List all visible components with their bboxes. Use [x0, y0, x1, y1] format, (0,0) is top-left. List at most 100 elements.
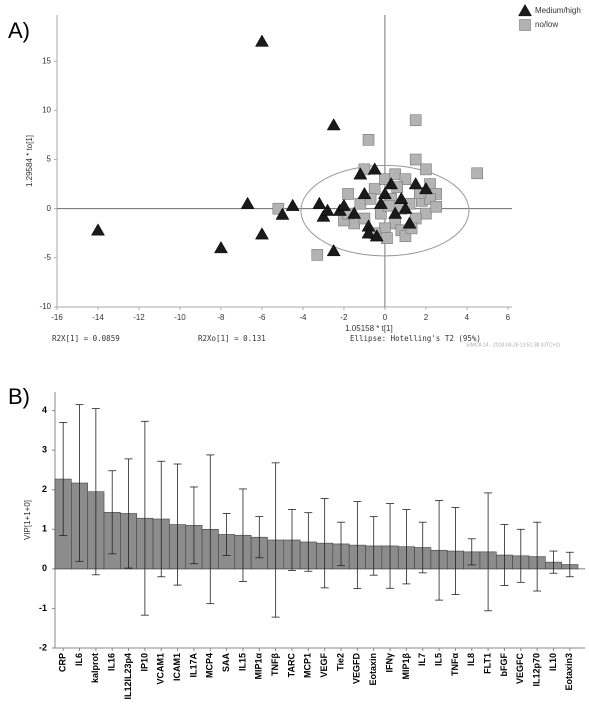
- triangle-point: [357, 186, 372, 200]
- square-point: [420, 163, 432, 176]
- square-point: [471, 167, 483, 180]
- y-tick-label: 4: [42, 405, 47, 415]
- x-tick-label: -4: [299, 313, 307, 322]
- x-tick-label: Eotaxin: [368, 653, 378, 686]
- x-tick-label: TARC: [286, 652, 296, 677]
- square-point: [409, 153, 422, 166]
- x-tick-label: VEGFC: [515, 653, 525, 685]
- error-bar: [500, 524, 509, 586]
- y-tick-label: 15: [42, 56, 51, 65]
- annotation: Ellipse: Hotelling's T2 (95%): [350, 334, 481, 343]
- x-tick-label: VEGFD: [352, 653, 362, 685]
- triangle-point: [326, 243, 341, 257]
- triangle-point: [518, 3, 532, 17]
- y-tick-label: 3: [42, 445, 47, 455]
- triangle-point: [388, 206, 403, 219]
- error-bar: [418, 521, 427, 574]
- x-tick-label: -12: [133, 313, 145, 322]
- x-tick-label: SAA: [221, 653, 231, 673]
- error-bar: [467, 538, 476, 566]
- error-bar: [124, 458, 133, 569]
- annotation: R2X[1] = 0.0859: [52, 334, 120, 343]
- x-tick-label: -16: [51, 313, 63, 322]
- square-point: [379, 222, 391, 235]
- square-point: [272, 202, 285, 215]
- x-tick-label: 0: [383, 313, 388, 322]
- x-tick-label: TNFβ: [270, 653, 280, 676]
- triangle-point: [255, 227, 269, 240]
- triangle-point: [285, 198, 300, 211]
- triangle-point: [373, 196, 388, 209]
- x-tick-label: -10: [174, 313, 186, 322]
- error-bar: [565, 551, 574, 578]
- x-tick-label: IL12p70: [532, 653, 542, 687]
- y-axis-label: 1.29584 * to[1]: [25, 135, 34, 187]
- error-bar: [369, 516, 378, 576]
- square-point: [381, 232, 393, 244]
- error-bar: [353, 501, 362, 590]
- y-tick-label: 1: [42, 524, 47, 534]
- error-bar: [402, 509, 411, 585]
- error-bar: [386, 503, 395, 589]
- square-point: [430, 200, 442, 213]
- error-bar: [320, 498, 329, 589]
- y-tick-label: -1: [39, 603, 47, 613]
- triangle-point: [312, 196, 327, 209]
- x-tick-label: TNFα: [450, 653, 460, 676]
- x-tick-label: VCAM1: [156, 653, 166, 685]
- square-point: [354, 197, 367, 210]
- x-tick-label: MCP4: [205, 653, 215, 678]
- error-bar: [255, 516, 264, 559]
- error-bar: [173, 463, 182, 586]
- x-tick-label: -2: [340, 313, 348, 322]
- y-tick-label: 10: [42, 105, 51, 114]
- square-point: [362, 134, 375, 146]
- triangle-point: [337, 198, 351, 211]
- x-tick-label: MCP1: [303, 653, 313, 678]
- x-tick-label: 2: [424, 313, 429, 322]
- x-tick-label: IL7: [417, 653, 427, 666]
- x-tick-label: 4: [465, 313, 470, 322]
- x-tick-label: IL16: [107, 653, 117, 671]
- error-bar: [516, 528, 525, 583]
- square-point: [342, 188, 354, 200]
- hotelling-ellipse: [300, 164, 470, 257]
- error-bar: [271, 462, 280, 618]
- error-bar: [304, 512, 313, 572]
- panel-label: A): [8, 18, 30, 43]
- error-bar: [59, 422, 68, 537]
- annotation: SIMCA 14 - 2018-04-26 13:51:38 (UTC+2): [466, 342, 560, 348]
- x-tick-label: IL15: [237, 653, 247, 671]
- x-axis-label: 1.05158 * t[1]: [345, 324, 393, 333]
- x-tick-label: IP10: [139, 653, 149, 672]
- error-bar: [157, 460, 166, 578]
- triangle-point: [347, 206, 362, 219]
- square-point: [420, 207, 432, 220]
- x-tick-label: IL17A: [188, 653, 198, 678]
- triangle-point: [361, 226, 376, 239]
- axis-labels: -2 -1 0 1 2 3 4 CRP IL6 kalprot IL16 IL12IL23p4 IP10…: [39, 405, 574, 700]
- x-tick-label: IL12IL23p4: [123, 653, 133, 700]
- triangle-point: [91, 223, 105, 236]
- error-bar: [91, 408, 100, 576]
- legend-label: Medium/high: [535, 6, 581, 15]
- square-point: [409, 114, 422, 126]
- triangle-point: [240, 196, 255, 209]
- y-tick-label: 0: [47, 204, 52, 213]
- legend-label: no/low: [535, 20, 558, 29]
- x-tick-label: 6: [506, 313, 511, 322]
- x-tick-label: Tie2: [335, 653, 345, 671]
- x-tick-label: Eotaxin3: [564, 653, 574, 691]
- x-tick-label: IL6: [74, 653, 84, 666]
- error-bar: [108, 470, 117, 555]
- error-bar: [75, 404, 84, 562]
- error-bar: [451, 507, 460, 595]
- x-tick-label: CRP: [58, 653, 68, 672]
- x-tick-label: kalprot: [90, 653, 100, 683]
- triangle-point: [369, 229, 384, 242]
- x-tick-label: IL10: [548, 653, 558, 671]
- triangle-point: [320, 203, 335, 216]
- x-tick-label: ICAM1: [172, 653, 182, 681]
- error-bar: [189, 486, 198, 565]
